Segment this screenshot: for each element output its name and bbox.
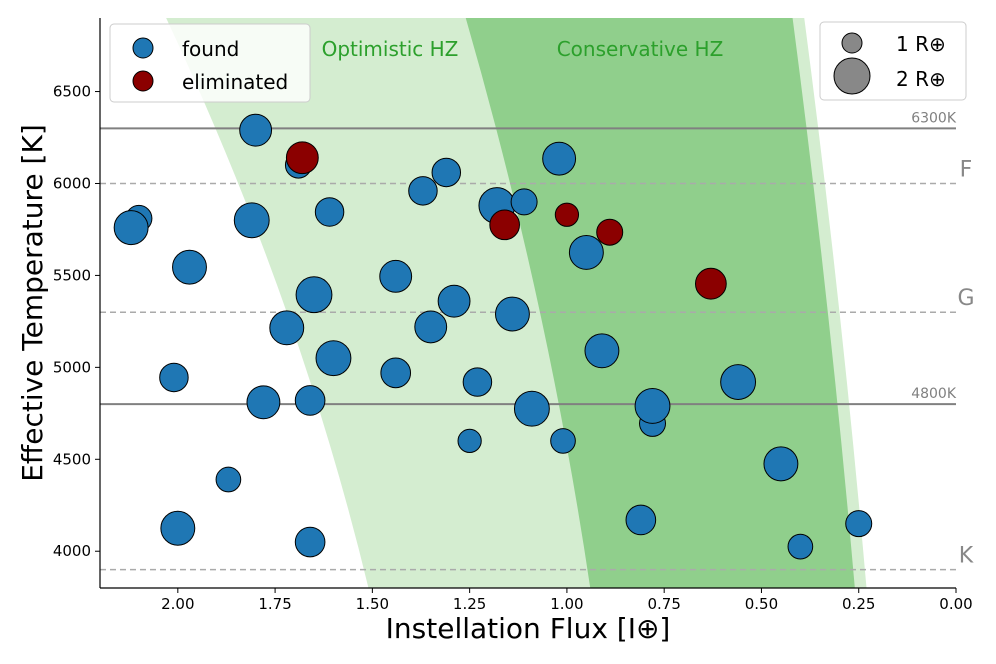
- found-point-1: [113, 210, 149, 246]
- data-points: [113, 113, 873, 560]
- spectral-class-label-2: F: [960, 157, 973, 182]
- eliminated-point-2: [554, 202, 580, 227]
- x-tick-label-2: 1.50: [356, 595, 389, 613]
- eliminated-point-1: [489, 209, 520, 241]
- optimistic-hz-label: Optimistic HZ: [322, 37, 459, 61]
- found-point-18: [379, 259, 413, 293]
- size-legend-2-marker: [833, 57, 871, 95]
- axes: 2.00 1.75 1.50 1.25 1.00 0.75 0.50 0.25 0.00 4000…: [53, 18, 973, 613]
- x-tick-label-4: 1.00: [550, 595, 583, 613]
- found-point-23: [457, 428, 482, 454]
- y-axis-label: Effective Temperature [K]: [16, 124, 49, 482]
- found-point-4: [233, 202, 270, 239]
- reference-lines: 6300K 4800K F G K: [100, 110, 975, 571]
- found-point-31: [550, 428, 576, 454]
- found-point-34: [625, 504, 657, 536]
- found-point-38: [845, 510, 873, 538]
- y-tick-label-1: 4500: [53, 450, 91, 468]
- spectral-class-label-3: G: [957, 286, 974, 311]
- found-point-19: [437, 284, 471, 318]
- size-legend: 1 R⊕ 2 R⊕: [819, 21, 967, 101]
- found-point-36: [763, 446, 799, 482]
- found-point-7: [269, 310, 305, 346]
- found-point-20: [414, 310, 448, 344]
- y-tick-label-3: 5500: [53, 266, 91, 284]
- x-tick-label-6: 0.50: [745, 595, 778, 613]
- found-point-33: [634, 388, 671, 424]
- found-point-16: [408, 176, 438, 206]
- found-point-17: [431, 157, 462, 188]
- x-tick-label-0: 2.00: [161, 595, 194, 613]
- found-point-21: [380, 357, 412, 389]
- y-tick-label-5: 6500: [53, 83, 91, 101]
- size-legend-1-marker: [841, 32, 863, 54]
- found-point-3: [239, 113, 273, 147]
- spectral-class-label-4: K: [959, 544, 974, 569]
- reference-line-label-1: 4800K: [911, 386, 957, 402]
- x-tick-label-8: 0.00: [939, 595, 972, 613]
- legend-eliminated-label: eliminated: [182, 70, 288, 94]
- found-point-13: [215, 466, 242, 493]
- x-tick-label-3: 1.25: [453, 595, 486, 613]
- found-point-14: [160, 510, 196, 546]
- found-point-28: [542, 141, 577, 176]
- eliminated-point-3: [596, 218, 624, 246]
- eliminated-point-4: [694, 267, 727, 300]
- found-point-35: [720, 364, 757, 401]
- found-point-6: [314, 197, 345, 227]
- size-legend-1-label: 1 R⊕: [896, 32, 946, 56]
- legend-eliminated-marker: [132, 70, 154, 92]
- found-point-10: [159, 362, 189, 393]
- size-legend-2-label: 2 R⊕: [896, 67, 946, 91]
- x-tick-label-7: 0.25: [842, 595, 875, 613]
- y-tick-label-2: 5000: [53, 358, 91, 376]
- reference-line-label-0: 6300K: [911, 110, 957, 126]
- found-point-12: [294, 385, 326, 416]
- found-point-30: [584, 333, 620, 369]
- conservative-hz-label: Conservative HZ: [557, 37, 724, 61]
- found-point-9: [315, 340, 352, 377]
- plot-area: Optimistic HZ Conservative HZ 6300K 4800K…: [53, 18, 975, 613]
- eliminated-point-0: [285, 141, 319, 175]
- y-tick-label-4: 6000: [53, 174, 91, 192]
- series-legend-box: [109, 23, 311, 103]
- x-axis-label: Instellation Flux [I⊕]: [386, 612, 671, 645]
- found-point-26: [494, 296, 530, 332]
- found-point-22: [462, 367, 493, 397]
- found-point-37: [787, 533, 814, 560]
- found-point-2: [172, 249, 207, 285]
- series-legend: found eliminated: [109, 23, 311, 103]
- found-point-8: [295, 276, 333, 314]
- zone-labels: Optimistic HZ Conservative HZ: [322, 37, 724, 61]
- found-point-27: [513, 390, 550, 427]
- legend-found-label: found: [182, 37, 239, 61]
- found-point-25: [510, 188, 538, 216]
- y-tick-label-0: 4000: [53, 542, 91, 560]
- found-point-11: [246, 385, 281, 420]
- x-tick-label-1: 1.75: [258, 595, 291, 613]
- legend-found-marker: [132, 37, 154, 59]
- found-point-15: [294, 526, 326, 558]
- found-point-29: [568, 234, 604, 270]
- x-tick-label-5: 0.75: [647, 595, 680, 613]
